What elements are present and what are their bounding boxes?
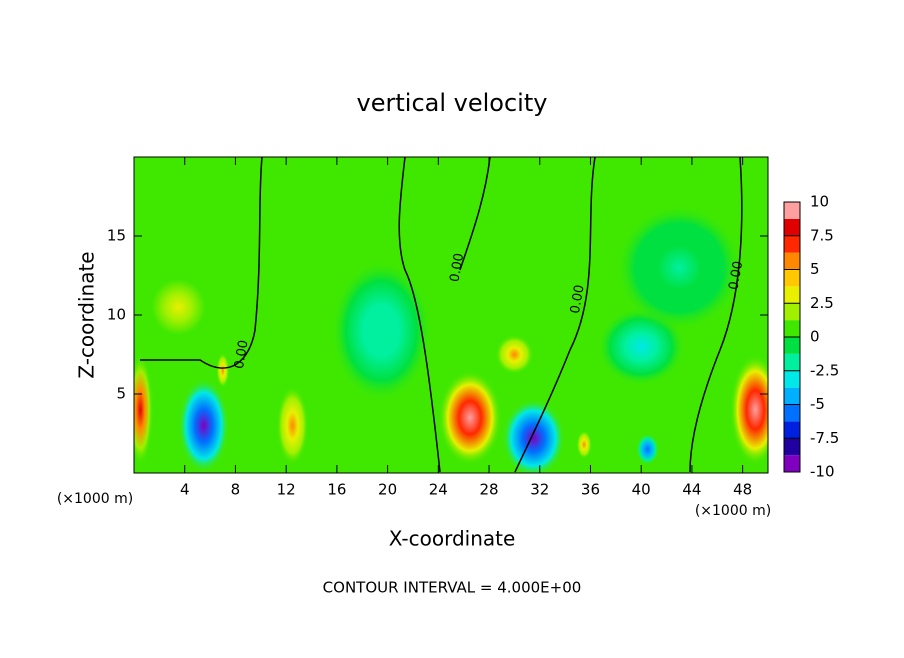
field-feature	[276, 386, 309, 466]
y-tick-label: 10	[107, 306, 126, 324]
colorbar-tick-label: 7.5	[810, 226, 834, 244]
field-feature	[636, 433, 659, 466]
x-tick-label: 48	[733, 481, 752, 499]
y-tick-label: 15	[107, 227, 126, 245]
x-tick-label: 20	[378, 481, 397, 499]
colorbar-band	[784, 202, 800, 219]
contour-label: 0.00	[232, 339, 252, 370]
field	[134, 157, 768, 473]
colorbar-tick-label: -5	[810, 395, 825, 413]
contour-line	[459, 157, 491, 271]
colorbar-band	[784, 269, 800, 287]
contour-label: 0.00	[568, 284, 588, 315]
colorbar-band	[784, 320, 800, 337]
contour-line	[689, 157, 743, 473]
field-feature	[729, 354, 768, 466]
colorbar-band	[784, 303, 800, 321]
colorbar-band	[784, 370, 800, 388]
colorbar-tick-label: -2.5	[810, 361, 839, 379]
field-feature	[216, 352, 230, 388]
colorbar-band	[784, 252, 800, 270]
contour-label: 0.00	[726, 260, 746, 291]
colorbar-band	[784, 455, 800, 472]
chart-title: vertical velocity	[357, 89, 548, 117]
colorbar-tick-label: 5	[810, 260, 820, 278]
field-feature	[140, 267, 217, 347]
field-feature	[134, 354, 154, 466]
x-tick-label: 40	[632, 481, 651, 499]
colorbar-tick-label: 2.5	[810, 294, 834, 312]
field-feature	[178, 378, 230, 473]
contour-line	[398, 157, 441, 473]
colorbar-band	[784, 235, 800, 253]
contour-label: 0.00	[447, 252, 467, 283]
x-tick-label: 44	[682, 481, 701, 499]
x-tick-label: 8	[231, 481, 241, 499]
colorbar-band	[784, 404, 800, 422]
colorbar-tick-label: 0	[810, 328, 820, 346]
colorbar-tick-label: -10	[810, 463, 835, 481]
x-tick-label: 24	[429, 481, 448, 499]
colorbar-band	[784, 421, 800, 439]
field-feature	[438, 370, 502, 466]
field-feature	[615, 204, 743, 331]
contour-lines	[140, 157, 743, 473]
x-tick-label: 12	[277, 481, 296, 499]
colorbar-band	[784, 387, 800, 405]
x-tick-label: 36	[581, 481, 600, 499]
contour-line	[514, 157, 596, 473]
x-tick-label: 32	[530, 481, 549, 499]
colorbar-band	[784, 438, 800, 456]
field-feature	[501, 398, 566, 473]
x-unit-label: (×1000 m)	[695, 503, 771, 519]
colorbar-band	[784, 353, 800, 371]
field-feature	[495, 334, 534, 375]
colorbar-tick-label: -7.5	[810, 429, 839, 447]
footnote: CONTOUR INTERVAL = 4.000E+00	[323, 579, 582, 597]
y-tick-label: 5	[116, 385, 126, 403]
x-axis-label: X-coordinate	[389, 527, 516, 551]
colorbar-band	[784, 337, 800, 354]
colorbar-tick-label: 10	[810, 193, 829, 211]
y-axis-label: Z-coordinate	[75, 251, 99, 378]
field-feature	[330, 259, 432, 402]
x-tick-label: 16	[327, 481, 346, 499]
colorbar-band	[784, 286, 800, 304]
contour-line	[140, 157, 263, 369]
x-unit-label: (×1000 m)	[57, 491, 133, 507]
colorbar-band	[784, 218, 800, 236]
x-tick-label: 28	[479, 481, 498, 499]
field-feature	[576, 430, 592, 459]
x-tick-label: 4	[180, 481, 190, 499]
